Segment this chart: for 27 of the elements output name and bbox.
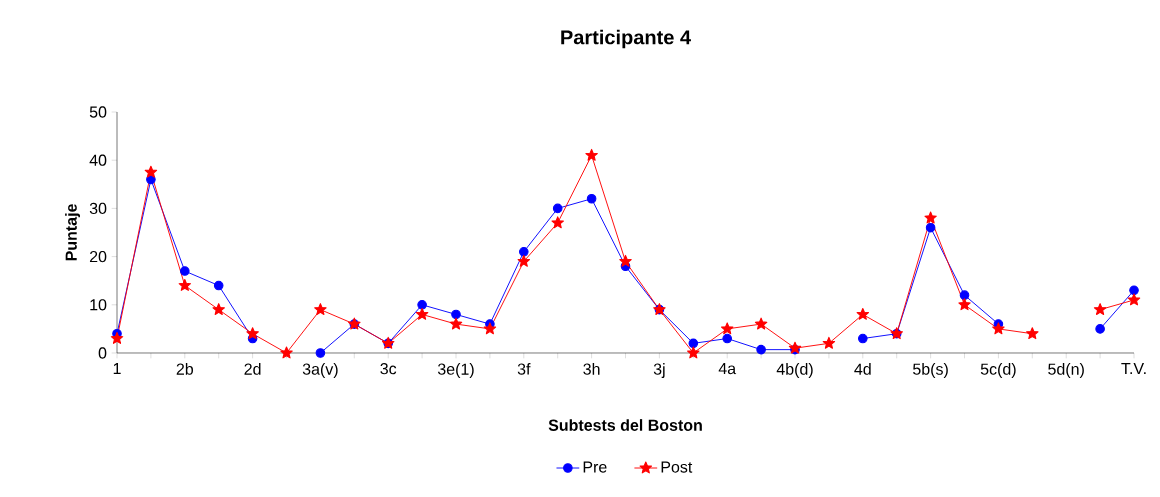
chart-title: Participante 4 xyxy=(561,29,691,49)
x-axis-title: Subtests del Boston xyxy=(548,419,702,431)
y-tick-label: 40 xyxy=(89,154,107,166)
x-tick-label: T.V. xyxy=(1121,363,1146,375)
legend-label: Post xyxy=(661,461,693,473)
x-tick-label: 4d xyxy=(854,363,871,375)
y-tick-label: 10 xyxy=(90,299,107,311)
x-tick-label: 2b xyxy=(176,363,194,375)
x-tick-label: 4b(d) xyxy=(776,363,813,378)
x-tick-label: 5b(s) xyxy=(913,363,948,378)
x-tick-label: 3e(1) xyxy=(437,363,474,378)
x-tick-label: 3j xyxy=(653,363,665,378)
y-axis-title: Puntaje xyxy=(65,204,81,261)
y-tick-label: 50 xyxy=(89,106,107,118)
x-tick-label: 3h xyxy=(583,363,600,375)
y-tick-label: 30 xyxy=(89,202,107,215)
x-tick-label: 5d(n) xyxy=(1048,363,1084,378)
x-tick-label: 4a xyxy=(718,363,737,375)
x-tick-label: 5c(d) xyxy=(980,363,1016,378)
y-tick-label: 0 xyxy=(98,347,107,359)
legend-label: Pre xyxy=(583,461,607,473)
x-tick-label: 3a(v) xyxy=(302,363,338,378)
x-tick-label: 2d xyxy=(244,363,261,375)
x-tick-label: 3c xyxy=(380,363,397,375)
x-tick-label: 1 xyxy=(113,363,121,375)
x-tick-label: 3f xyxy=(517,363,531,375)
y-tick-label: 20 xyxy=(89,250,107,263)
